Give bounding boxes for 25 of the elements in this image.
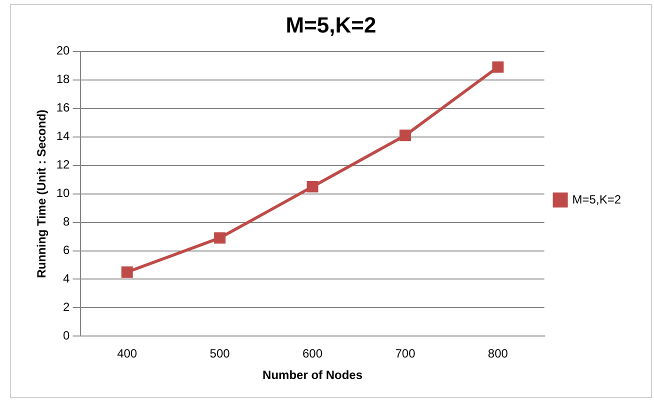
point [121,266,133,278]
x-axis-title: Number of Nodes [262,368,363,382]
y-tick-label: 10 [56,186,70,200]
y-tick-label: 20 [56,44,70,58]
x-tick-label: 600 [302,346,323,361]
y-tick-label: 16 [56,100,70,115]
point [306,180,318,192]
legend-label: M=5,K=2 [572,192,622,206]
y-tick-label: 12 [56,158,70,172]
y-tick-label: 0 [63,328,70,343]
x-tick-label: 800 [488,346,508,361]
y-tick-label: 8 [63,214,70,229]
x-tick-label: 700 [395,346,416,361]
chart-title: M=5,K=2 [286,12,376,38]
point [399,130,411,142]
y-tick-label: 4 [63,272,70,286]
y-axis-title: Running Time (Unit : Second) [34,110,49,278]
y-tick-label: 14 [56,129,70,144]
y-tick-label: 6 [63,243,70,258]
x-tick-label: 500 [210,346,230,361]
y-tick-label: 18 [56,72,70,86]
y-tick-label: 2 [63,300,70,314]
point [214,232,226,244]
x-tick-label: 400 [117,346,138,361]
point [492,61,504,73]
